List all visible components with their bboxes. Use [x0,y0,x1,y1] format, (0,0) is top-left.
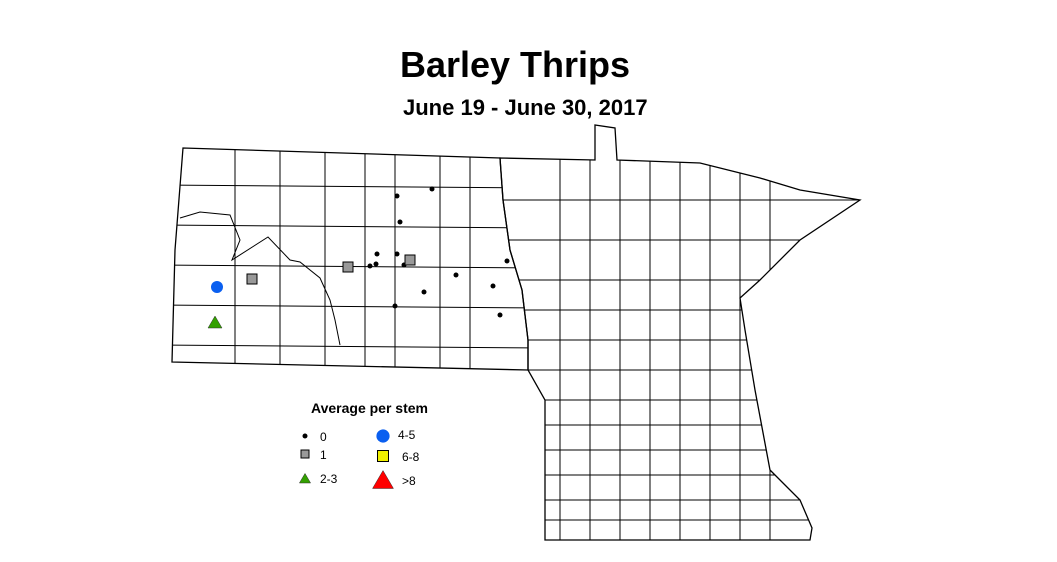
legend-label: 6-8 [402,450,420,464]
legend-symbol-triangle-icon [372,470,394,489]
observation-marker-0 [373,261,379,267]
observation-marker-1 [246,273,258,285]
observation-marker-0 [374,251,380,257]
observation-marker-0 [394,251,400,257]
minnesota-outline [499,124,862,541]
legend-symbol-square-icon [377,450,389,462]
county-boundaries [172,125,860,540]
observation-marker-0 [397,219,403,225]
legend-label: 0 [320,430,327,444]
observation-marker-0 [421,289,427,295]
missouri-river [179,211,341,346]
observation-markers [207,186,510,329]
legend-title: Average per stem [311,400,428,416]
legend-symbols [298,429,394,489]
legend-symbol-dot-icon [302,433,308,439]
observation-marker-0 [367,263,373,269]
legend-symbol-square-icon [300,449,310,459]
legend-symbol-triangle-icon [298,472,312,484]
observation-marker-0 [497,312,503,318]
observation-marker-0 [392,303,398,309]
observation-marker-0 [490,283,496,289]
observation-marker-4-5 [211,281,223,293]
north-dakota-outline [171,147,529,371]
observation-marker-1 [404,254,416,266]
map-subtitle: June 19 - June 30, 2017 [403,95,648,120]
observation-marker-0 [453,272,459,278]
observation-marker-2-3 [207,315,223,329]
legend-label: >8 [402,474,416,488]
observation-marker-1 [342,261,354,273]
legend-label: 4-5 [398,428,416,442]
map-title: Barley Thrips [399,44,631,85]
legend-symbol-circle-icon [376,429,390,443]
observation-marker-0 [429,186,435,192]
observation-marker-0 [504,258,510,264]
observation-marker-0 [394,193,400,199]
legend-label: 2-3 [320,472,338,486]
legend-label: 1 [320,448,327,462]
